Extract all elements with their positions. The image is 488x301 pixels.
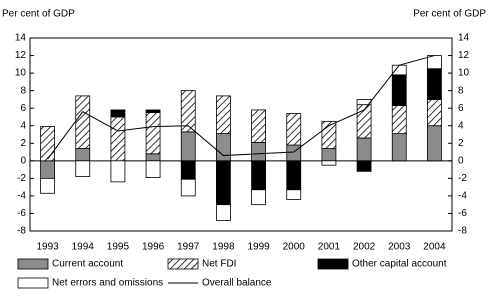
legend-label: Current account [52,259,123,270]
bar [251,141,266,162]
y-tick-label: -2 [17,173,26,184]
y2-tick-label: 0 [458,155,464,166]
x-tick-label: 1997 [177,242,200,253]
bar [427,68,442,100]
bar [180,160,196,180]
y-tick-label: 8 [20,85,26,96]
bar [286,160,302,191]
bar [251,160,266,191]
bar [216,160,231,206]
bar [75,160,91,178]
bar [391,105,407,135]
x-tick-label: 2004 [423,242,446,253]
x-tick-label: 2001 [318,242,341,253]
bar [145,112,161,155]
bar [321,148,337,162]
legend-swatch [17,277,49,289]
y2-tick-label: -2 [458,173,467,184]
x-tick-label: 1994 [72,242,95,253]
legend-swatch [167,258,199,270]
bar [75,95,91,149]
y2-tick-label: 8 [458,85,464,96]
bar [356,137,372,162]
bar [216,133,231,162]
bar [251,109,266,143]
bar [180,178,196,197]
bar [75,148,91,162]
y-tick-label: 10 [15,68,27,79]
bar [40,126,55,162]
bar [321,160,337,166]
y-tick-label: 2 [20,138,26,149]
legend-label: Net FDI [202,259,236,270]
y-tick-label: 0 [20,155,26,166]
x-tick-label: 2003 [388,242,411,253]
bar [391,133,407,162]
y2-tick-label: -8 [458,226,467,237]
bar [427,125,442,162]
y-tick-label: 14 [15,33,27,44]
bar [216,204,231,221]
y2-tick-label: -6 [458,208,467,219]
bar [216,95,231,135]
y-tick-label: 4 [20,120,26,131]
bar [110,116,126,162]
y2-tick-label: -4 [458,191,467,202]
x-tick-label: 2000 [283,242,306,253]
x-tick-label: 2002 [353,242,376,253]
y-axis-label: Per cent of GDP [2,9,75,20]
y2-axis-label: Per cent of GDP [413,9,486,20]
legend-label: Overall balance [202,278,272,289]
bar [356,160,372,172]
bar [40,160,55,179]
x-tick-label: 1996 [142,242,165,253]
bar [286,144,302,162]
bar [286,113,302,146]
bar [391,74,407,106]
y2-tick-label: 14 [458,33,470,44]
bar [180,90,196,133]
y-tick-label: 12 [15,50,27,61]
bar [110,160,126,183]
y-tick-label: -8 [17,226,26,237]
legend-swatch [317,258,349,270]
bar [427,99,442,127]
y2-tick-label: 12 [458,50,470,61]
bar [286,189,302,200]
bar [145,153,161,162]
bar [356,99,372,106]
plot-frame [29,37,453,232]
bar [251,189,266,206]
line [47,55,435,160]
y-tick-label: -4 [17,191,26,202]
y-tick-label: -6 [17,208,26,219]
x-tick-label: 1993 [36,242,59,253]
bar [145,160,161,178]
bar [180,131,196,162]
y2-tick-label: 2 [458,138,464,149]
y2-tick-label: 4 [458,120,464,131]
x-tick-label: 1999 [247,242,270,253]
legend-label: Net errors and omissions [52,278,163,289]
bar [145,109,161,113]
bar [40,177,55,194]
y2-tick-label: 10 [458,68,470,79]
bar [427,55,442,70]
bar [391,64,407,76]
x-tick-label: 1998 [212,242,235,253]
legend-swatch [17,258,49,270]
y-tick-label: 6 [20,103,26,114]
y2-tick-label: 6 [458,103,464,114]
legend-label: Other capital account [352,259,447,270]
x-tick-label: 1995 [107,242,130,253]
bar [110,109,126,118]
